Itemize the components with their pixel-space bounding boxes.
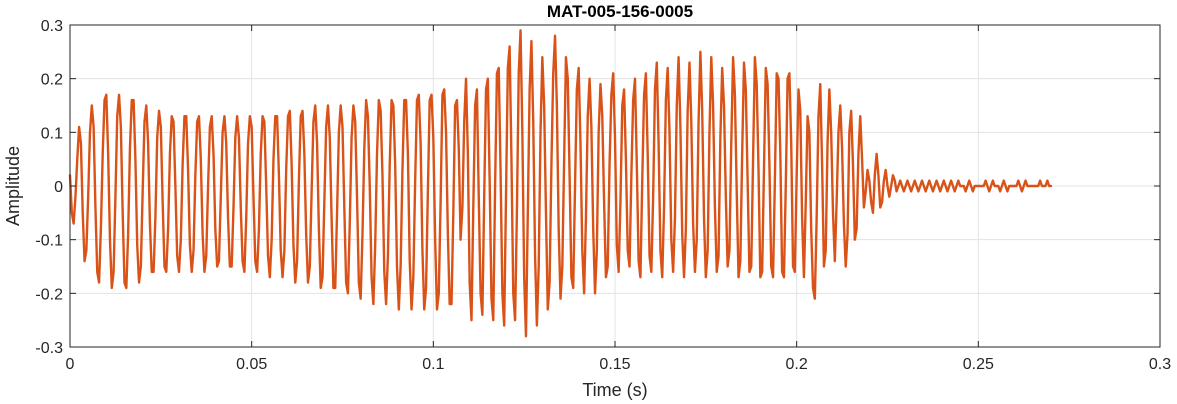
signal-line <box>68 29 1053 338</box>
y-tick-label: -0.3 <box>35 340 63 357</box>
x-tick-labels: 0 0.05 0.1 0.15 0.2 0.25 0.3 <box>66 356 1172 373</box>
y-tick-label: 0.3 <box>41 18 63 35</box>
x-tick-label: 0.15 <box>599 356 630 373</box>
x-tick-label: 0.3 <box>1149 356 1171 373</box>
chart-title: MAT-005-156-0005 <box>547 2 693 21</box>
y-tick-label: -0.1 <box>35 233 63 250</box>
y-tick-labels: -0.3 -0.2 -0.1 0 0.1 0.2 0.3 <box>35 18 63 357</box>
y-tick-label: 0.1 <box>41 125 63 142</box>
x-tick-label: 0.1 <box>422 356 444 373</box>
ticks <box>69 24 1161 348</box>
y-tick-label: 0.2 <box>41 72 63 89</box>
x-axis-label: Time (s) <box>582 380 647 400</box>
x-tick-label: 0 <box>66 356 75 373</box>
x-tick-label: 0.25 <box>963 356 994 373</box>
series-layer <box>68 29 1053 338</box>
y-tick-label: -0.2 <box>35 286 63 303</box>
y-tick-label: 0 <box>54 179 63 196</box>
y-axis-label: Amplitude <box>3 146 23 226</box>
x-tick-label: 0.05 <box>236 356 267 373</box>
x-tick-label: 0.2 <box>786 356 808 373</box>
